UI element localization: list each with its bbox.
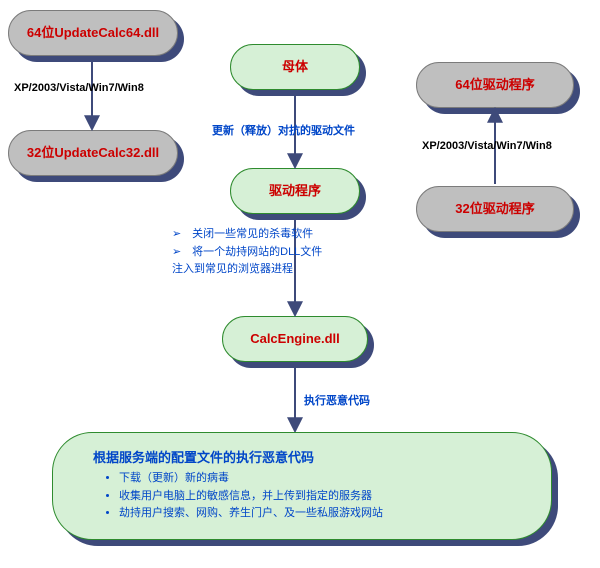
node-label: 32位驱动程序	[455, 201, 534, 218]
node-64bit-driver: 64位驱动程序	[416, 62, 574, 108]
node-label: CalcEngine.dll	[250, 331, 340, 348]
bullet-arrow-icon: ➢	[172, 226, 186, 244]
edge-label-os-versions-right: XP/2003/Vista/Win7/Win8	[422, 140, 552, 152]
edge-label-execute-malicious: 执行恶意代码	[304, 392, 370, 408]
node-calcengine-dll: CalcEngine.dll	[222, 316, 368, 362]
note-line: 注入到常见的浏览器进程	[172, 261, 322, 279]
node-driver: 驱动程序	[230, 168, 360, 214]
node-label: 64位UpdateCalc64.dll	[27, 25, 159, 42]
node-label: 64位驱动程序	[455, 77, 534, 94]
bullet-arrow-icon: ➢	[172, 244, 186, 262]
node-32bit-driver: 32位驱动程序	[416, 186, 574, 232]
list-item: 收集用户电脑上的敏感信息，并上传到指定的服务器	[119, 488, 521, 506]
driver-note: ➢ 关闭一些常见的杀毒软件 ➢ 将一个劫持网站的DLL文件 注入到常见的浏览器进…	[172, 226, 322, 279]
edge-label-update-release: 更新（释放）对抗的驱动文件	[212, 122, 355, 138]
bottom-summary-box: 根据服务端的配置文件的执行恶意代码 下载（更新）新的病毒 收集用户电脑上的敏感信…	[52, 432, 552, 540]
note-line: 将一个劫持网站的DLL文件	[192, 246, 322, 258]
node-label: 32位UpdateCalc32.dll	[27, 145, 159, 162]
node-label: 母体	[282, 59, 308, 76]
note-line: 关闭一些常见的杀毒软件	[192, 228, 313, 240]
list-item: 劫持用户搜索、网购、养生门户、及一些私服游戏网站	[119, 505, 521, 523]
bottom-title: 根据服务端的配置文件的执行恶意代码	[93, 447, 521, 466]
node-32bit-updatecalc32-dll: 32位UpdateCalc32.dll	[8, 130, 178, 176]
node-label: 驱动程序	[269, 183, 321, 200]
edge-label-os-versions-left: XP/2003/Vista/Win7/Win8	[14, 82, 144, 94]
node-mother: 母体	[230, 44, 360, 90]
list-item: 下载（更新）新的病毒	[119, 470, 521, 488]
bottom-list: 下载（更新）新的病毒 收集用户电脑上的敏感信息，并上传到指定的服务器 劫持用户搜…	[93, 470, 521, 523]
node-64bit-updatecalc64-dll: 64位UpdateCalc64.dll	[8, 10, 178, 56]
